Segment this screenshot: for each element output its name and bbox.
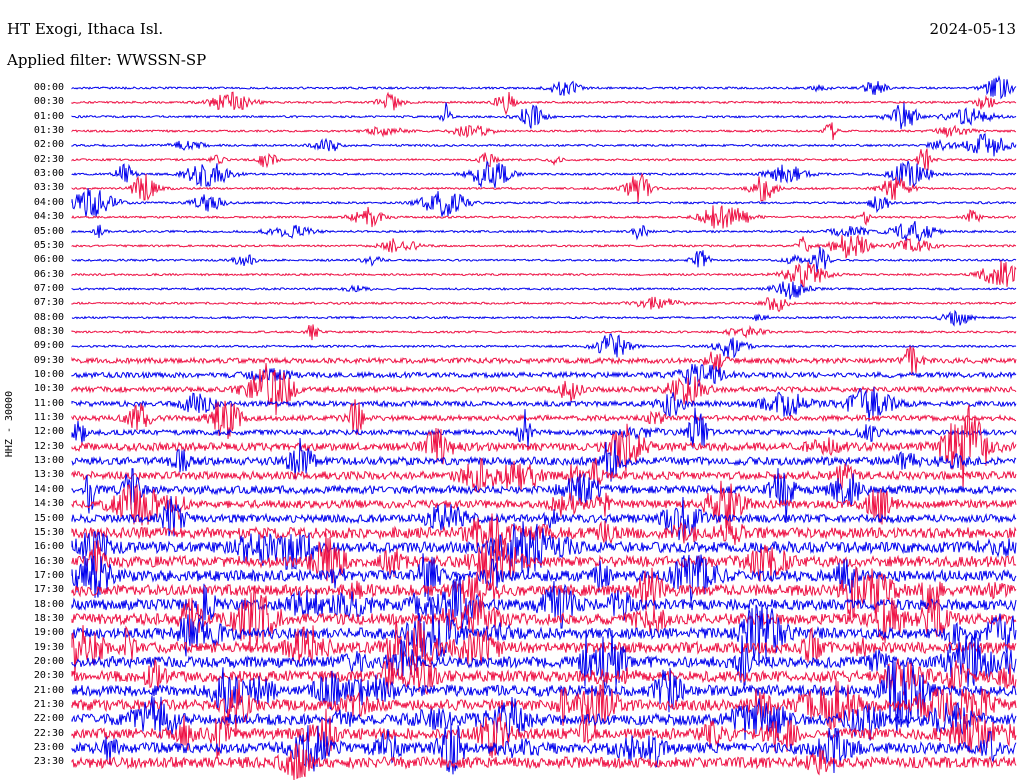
time-label-0430: 04:30	[33, 211, 64, 223]
time-label-0200: 02:00	[33, 139, 64, 151]
time-label-2100: 21:00	[33, 684, 64, 696]
trace-row-2000	[71, 630, 1017, 690]
trace-row-1300	[71, 437, 1017, 482]
trace-row-0530	[71, 233, 1017, 259]
trace-row-1730	[71, 565, 1017, 619]
time-label-2230: 22:30	[33, 727, 64, 739]
time-label-1530: 15:30	[33, 526, 64, 538]
trace-row-1100	[71, 386, 1017, 422]
trace-row-1430	[71, 480, 1017, 529]
time-label-0500: 05:00	[33, 225, 64, 237]
trace-row-1000	[71, 363, 1017, 387]
trace-row-2300	[71, 723, 1017, 775]
trace-row-0700	[71, 281, 1017, 300]
time-label-0300: 03:00	[33, 168, 64, 180]
trace-row-2230	[71, 708, 1017, 759]
time-label-0900: 09:00	[33, 340, 64, 352]
time-label-0630: 06:30	[33, 268, 64, 280]
trace-row-0100	[71, 102, 1017, 130]
trace-row-0000	[71, 75, 1017, 100]
time-label-1130: 11:30	[33, 412, 64, 424]
trace-row-0900	[71, 333, 1017, 359]
trace-row-1600	[71, 521, 1017, 578]
trace-row-0130	[71, 122, 1017, 141]
trace-row-1500	[71, 495, 1017, 541]
trace-row-1630	[71, 533, 1017, 586]
trace-row-0200	[71, 133, 1017, 157]
time-label-0130: 01:30	[33, 125, 64, 137]
time-label-2130: 21:30	[33, 699, 64, 711]
trace-row-1200	[71, 407, 1017, 449]
time-label-1400: 14:00	[33, 483, 64, 495]
date-label: 2024-05-13	[929, 20, 1016, 38]
filter-label: Applied filter: WWSSN-SP	[7, 51, 207, 69]
time-label-1730: 17:30	[33, 584, 64, 596]
time-label-0000: 00:00	[33, 82, 64, 93]
time-label-0400: 04:00	[33, 196, 64, 208]
time-label-1800: 18:00	[33, 598, 64, 610]
time-label-0230: 02:30	[33, 153, 64, 165]
time-label-1600: 16:00	[33, 541, 64, 553]
trace-row-0400	[71, 188, 1017, 218]
trace-row-1830	[71, 585, 1017, 652]
time-label-1300: 13:00	[33, 455, 64, 467]
time-label-1500: 15:00	[33, 512, 64, 524]
trace-row-2100	[71, 657, 1017, 733]
time-label-0930: 09:30	[33, 354, 64, 366]
time-label-0330: 03:30	[33, 182, 64, 194]
trace-row-0030	[71, 91, 1017, 116]
trace-row-2330	[71, 743, 1017, 780]
time-label-0700: 07:00	[33, 282, 64, 294]
trace-row-0800	[71, 309, 1017, 327]
time-label-2200: 22:00	[33, 713, 64, 725]
time-label-1230: 12:30	[33, 440, 64, 452]
time-label-2030: 20:30	[33, 670, 64, 682]
time-label-1830: 18:30	[33, 612, 64, 624]
trace-row-0330	[71, 172, 1017, 203]
station-title: HT Exogi, Ithaca Isl.	[7, 20, 164, 38]
time-label-2000: 20:00	[33, 656, 64, 667]
time-label-0530: 05:30	[33, 239, 64, 251]
trace-row-1930	[71, 616, 1017, 676]
time-label-1430: 14:30	[33, 498, 64, 510]
time-label-0600: 06:00	[33, 254, 64, 266]
time-label-0100: 01:00	[33, 110, 64, 122]
time-label-0730: 07:30	[33, 297, 64, 309]
trace-row-0930	[71, 345, 1017, 377]
time-label-1330: 13:30	[33, 469, 64, 481]
trace-row-1330	[71, 457, 1017, 493]
trace-row-0430	[71, 205, 1017, 229]
time-label-1000: 10:00	[33, 369, 64, 380]
trace-row-1030	[71, 363, 1017, 416]
time-label-1930: 19:30	[33, 641, 64, 653]
time-label-1900: 19:00	[33, 627, 64, 639]
trace-row-1900	[71, 604, 1017, 667]
trace-row-0500	[71, 221, 1017, 243]
trace-row-1700	[71, 553, 1017, 603]
trace-row-2200	[71, 695, 1017, 742]
trace-row-0630	[71, 260, 1017, 288]
time-label-0800: 08:00	[33, 311, 64, 323]
time-label-1700: 17:00	[33, 569, 64, 581]
trace-row-0730	[71, 296, 1017, 313]
time-label-0830: 08:30	[33, 325, 64, 337]
trace-row-0300	[71, 160, 1017, 189]
time-label-1100: 11:00	[33, 397, 64, 409]
trace-row-1400	[71, 468, 1017, 524]
time-label-1630: 16:30	[33, 555, 64, 567]
trace-row-0830	[71, 324, 1017, 341]
trace-row-0600	[71, 246, 1017, 273]
trace-row-1530	[71, 513, 1017, 555]
time-label-1030: 10:30	[33, 383, 64, 395]
trace-row-0230	[71, 148, 1017, 171]
time-label-1200: 12:00	[33, 426, 64, 438]
trace-row-1800	[71, 575, 1017, 631]
time-label-2330: 23:30	[33, 756, 64, 768]
time-label-0030: 00:30	[33, 96, 64, 108]
time-label-2300: 23:00	[33, 742, 64, 754]
trace-row-1230	[71, 404, 1017, 491]
